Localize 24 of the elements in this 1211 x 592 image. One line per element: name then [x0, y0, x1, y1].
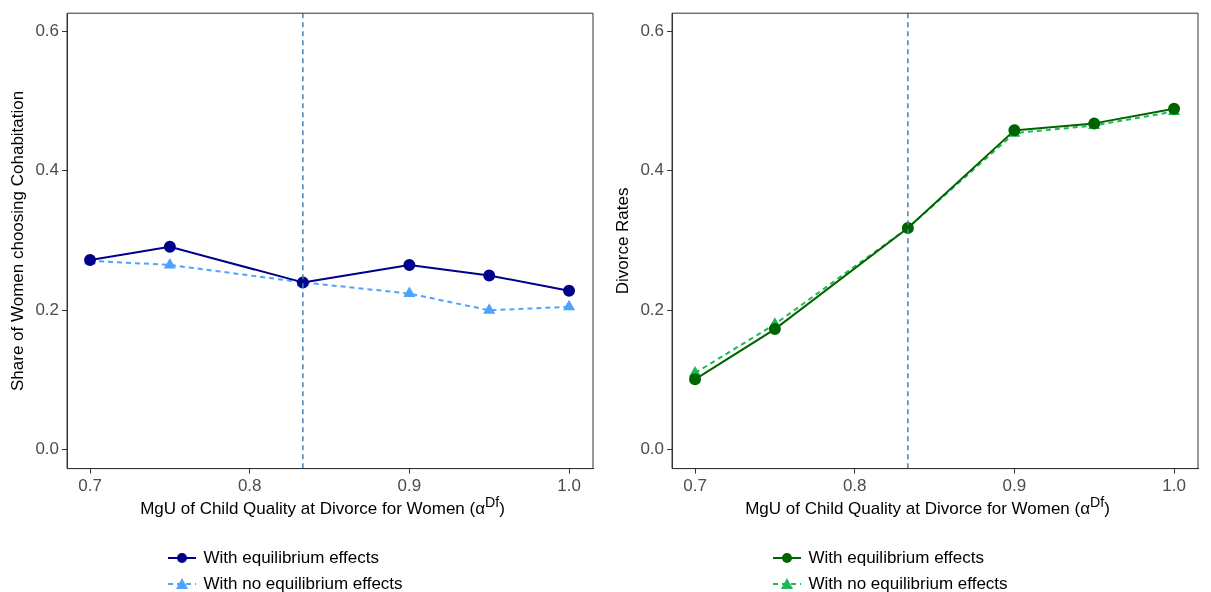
legend-label: With equilibrium effects — [808, 547, 984, 568]
x-tick-label: 0.9 — [1002, 476, 1027, 496]
x-tick-label: 0.8 — [237, 476, 262, 496]
x-tick-label: 0.8 — [842, 476, 867, 496]
y-tick-label: 0.2 — [640, 299, 665, 319]
y-tick-label: 0.0 — [640, 439, 665, 459]
y-tick-label: 0.4 — [35, 160, 60, 180]
x-axis-title: MgU of Child Quality at Divorce for Women (α$^{Df}$) — [744, 494, 1111, 519]
y-tick-label: 0.6 — [640, 21, 665, 41]
x-tick-label: 0.7 — [78, 476, 102, 496]
x-tick-label: 1.0 — [1162, 476, 1186, 496]
x-axis-title: MgU of Child Quality at Divorce for Women (α$^{Df}$) — [139, 494, 506, 519]
y-tick-label: 0.0 — [35, 439, 60, 459]
legend-label: With no equilibrium effects — [203, 573, 403, 592]
y-axis-title: Share of Women choosing Cohabitation — [7, 90, 27, 392]
y-tick-label: 0.2 — [35, 299, 60, 319]
y-tick-label: 0.6 — [35, 21, 60, 41]
x-tick-label: 0.7 — [683, 476, 707, 496]
x-tick-label: 1.0 — [557, 476, 581, 496]
legend-label: With equilibrium effects — [203, 547, 379, 568]
y-axis-title: Divorce Rates — [612, 187, 632, 295]
legend-label: With no equilibrium effects — [808, 573, 1008, 592]
x-tick-label: 0.9 — [397, 476, 422, 496]
y-tick-label: 0.4 — [640, 160, 665, 180]
